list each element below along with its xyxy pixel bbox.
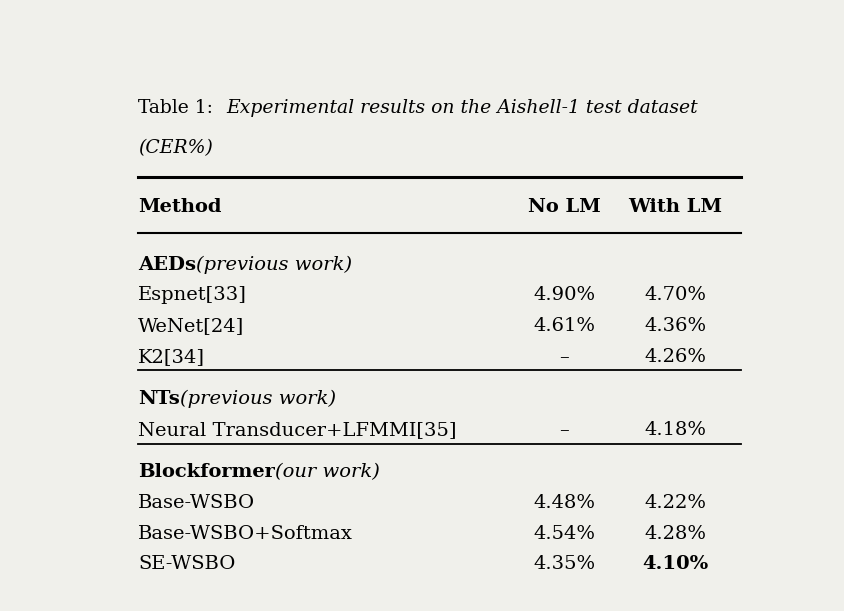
Text: AEDs: AEDs <box>138 256 196 274</box>
Text: (CER%): (CER%) <box>138 139 213 157</box>
Text: Espnet[33]: Espnet[33] <box>138 287 247 304</box>
Text: Table 1:: Table 1: <box>138 99 225 117</box>
Text: 4.61%: 4.61% <box>533 317 594 335</box>
Text: Blockformer: Blockformer <box>138 463 275 481</box>
Text: 4.28%: 4.28% <box>644 525 706 543</box>
Text: 4.26%: 4.26% <box>644 348 706 365</box>
Text: (previous work): (previous work) <box>196 256 352 274</box>
Text: K2[34]: K2[34] <box>138 348 205 365</box>
Text: 4.36%: 4.36% <box>643 317 706 335</box>
Text: 4.54%: 4.54% <box>533 525 594 543</box>
Text: –: – <box>559 421 568 439</box>
Text: (our work): (our work) <box>275 463 380 481</box>
Text: No LM: No LM <box>527 199 600 216</box>
Text: 4.10%: 4.10% <box>641 555 707 573</box>
Text: 4.22%: 4.22% <box>644 494 706 512</box>
Text: –: – <box>559 348 568 365</box>
Text: 4.70%: 4.70% <box>644 287 706 304</box>
Text: Method: Method <box>138 199 222 216</box>
Text: Base-WSBO+Softmax: Base-WSBO+Softmax <box>138 525 353 543</box>
Text: 4.90%: 4.90% <box>533 287 594 304</box>
Text: Base-WSBO: Base-WSBO <box>138 494 255 512</box>
Text: 4.18%: 4.18% <box>644 421 706 439</box>
Text: 4.35%: 4.35% <box>533 555 594 573</box>
Text: (previous work): (previous work) <box>180 390 336 408</box>
Text: Experimental results on the Aishell-1 test dataset: Experimental results on the Aishell-1 te… <box>226 99 698 117</box>
Text: Neural Transducer+LFMMI[35]: Neural Transducer+LFMMI[35] <box>138 421 457 439</box>
Text: WeNet[24]: WeNet[24] <box>138 317 244 335</box>
Text: 4.48%: 4.48% <box>533 494 594 512</box>
Text: NTs: NTs <box>138 390 180 408</box>
Text: With LM: With LM <box>628 199 722 216</box>
Text: SE-WSBO: SE-WSBO <box>138 555 235 573</box>
